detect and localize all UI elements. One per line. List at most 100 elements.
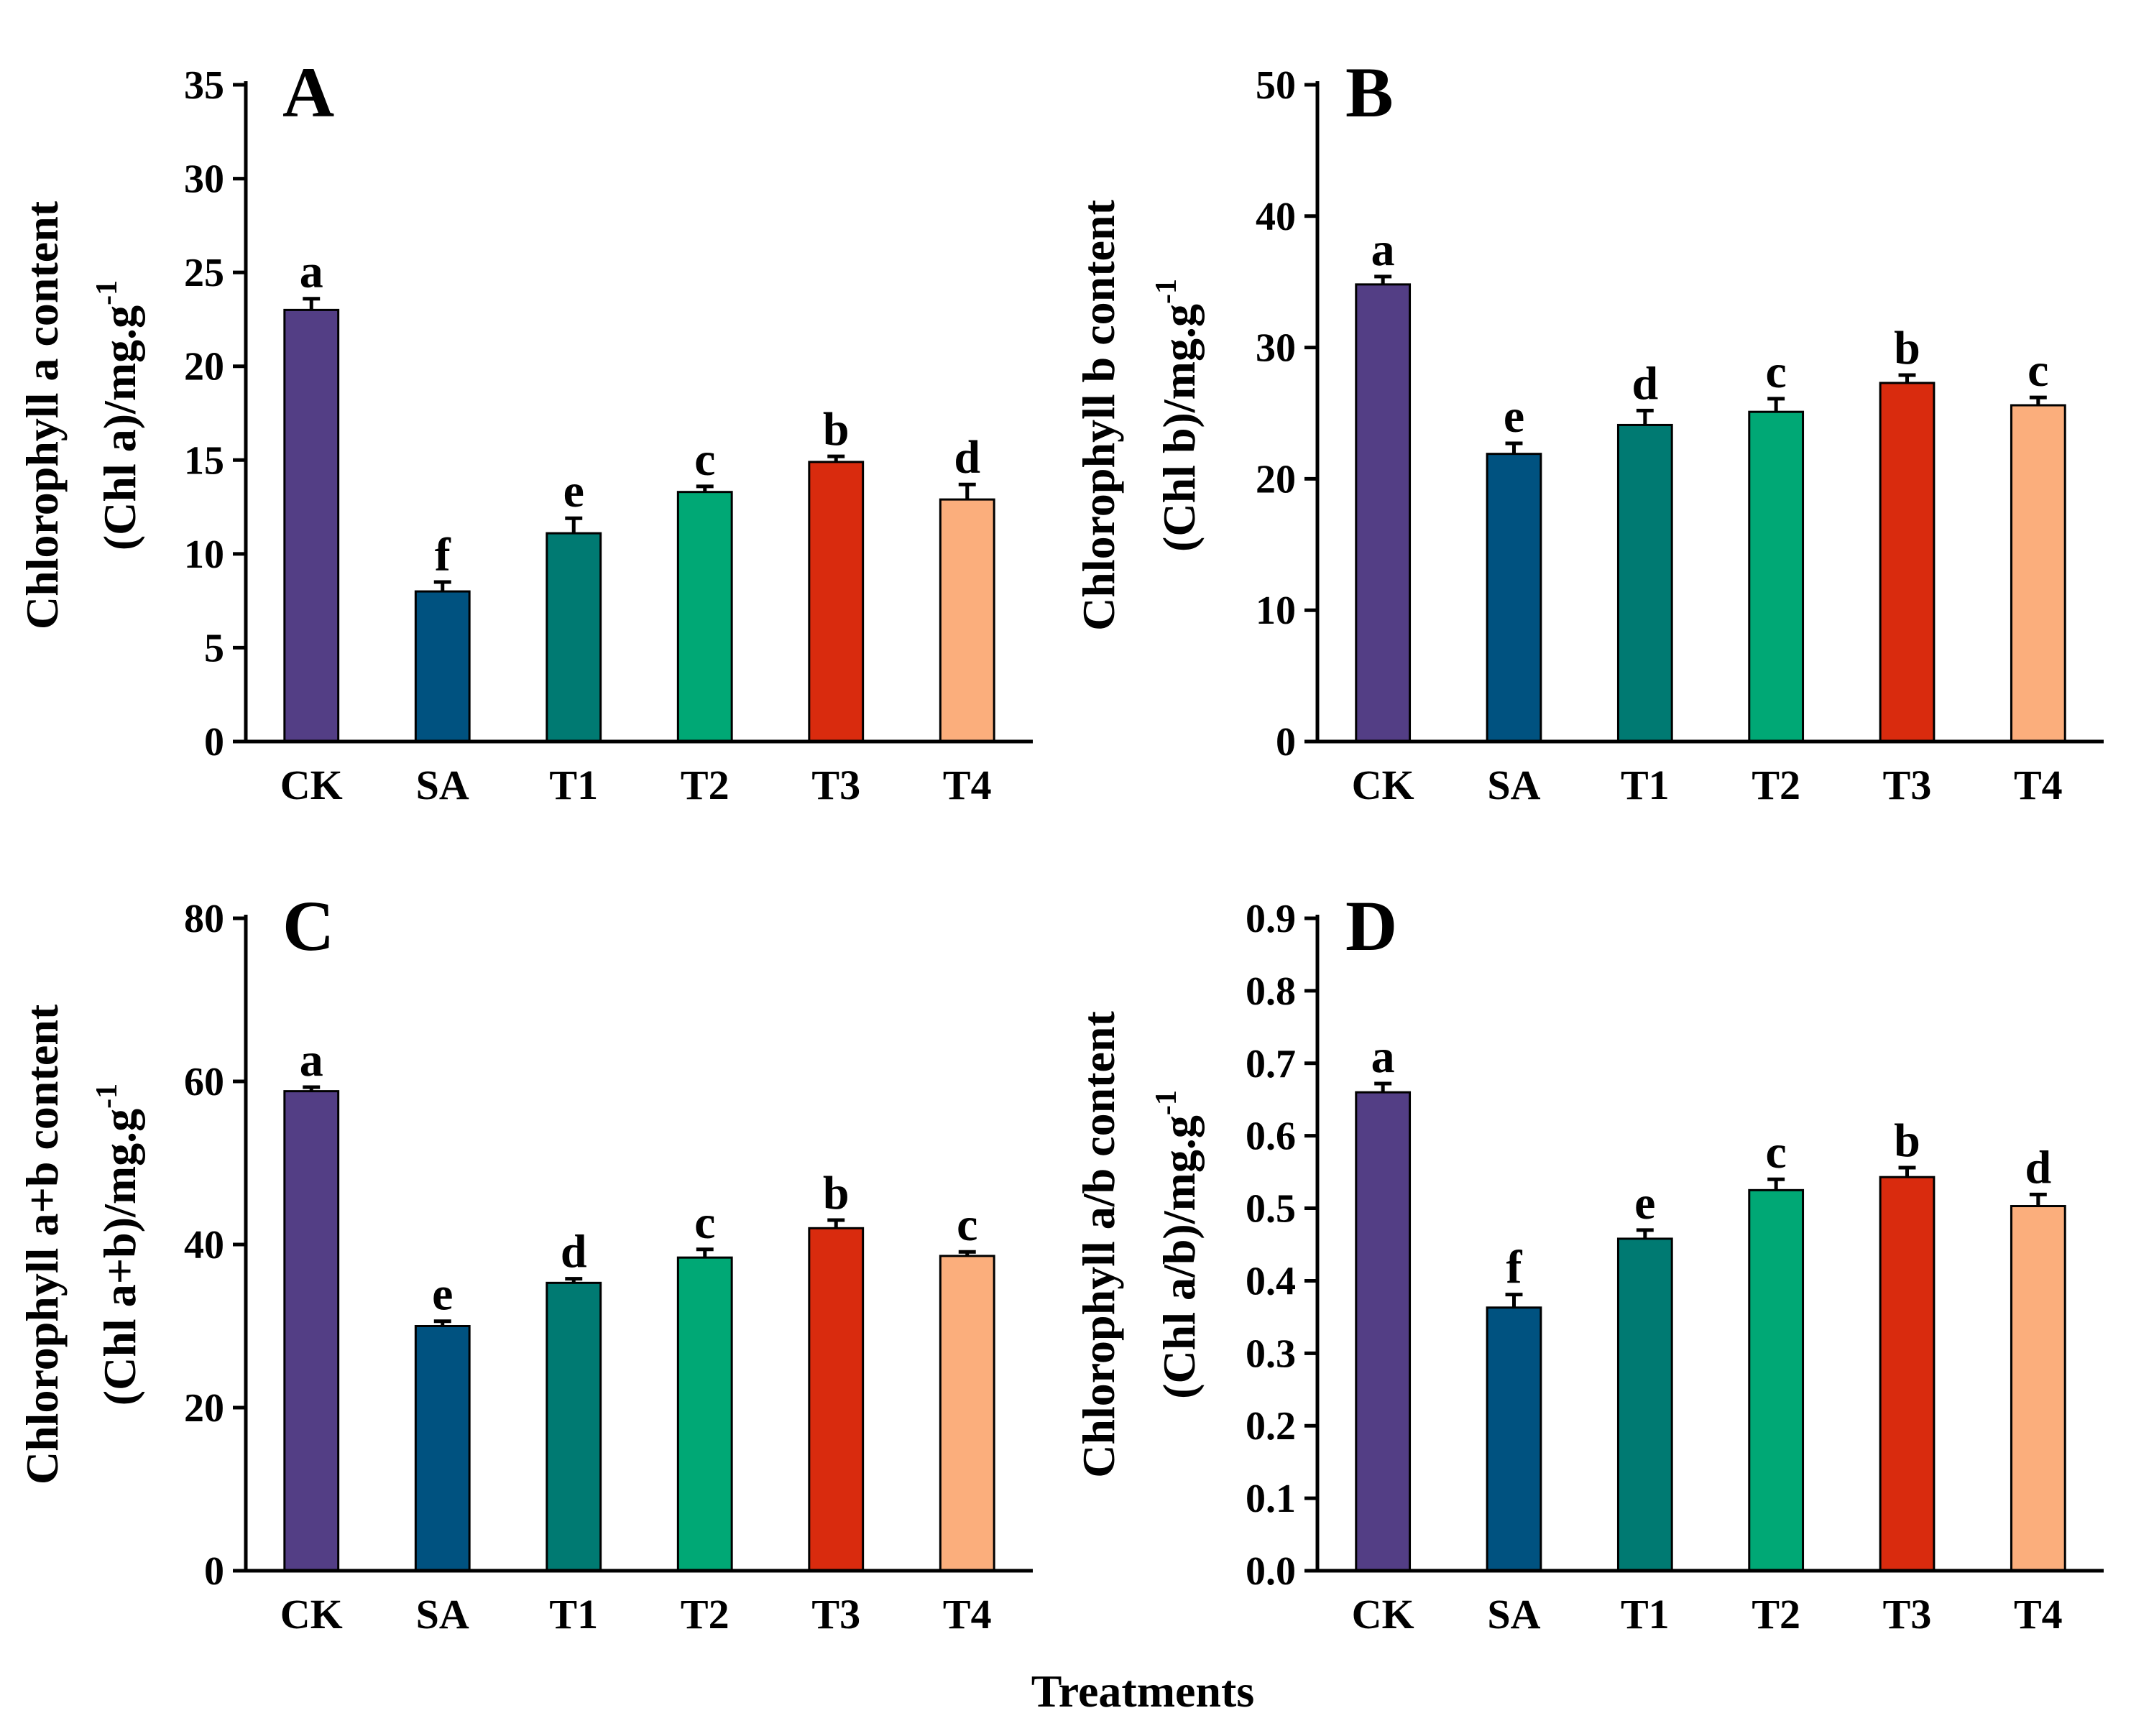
category-label-t2: T2	[681, 762, 729, 808]
y-tick-label: 20	[1256, 457, 1296, 502]
bar-ck	[283, 308, 340, 743]
category-label-t2: T2	[681, 1591, 729, 1638]
y-tick-label: 80	[184, 897, 224, 941]
chart-panel-d: a CK f SA e T1 c T2 b T3 d T4 0.0 0.1 0.2 0.3 0.4 0.5 0.6 0…	[1073, 886, 2104, 1638]
bar-ck	[1355, 1091, 1412, 1572]
error-bar-t2	[696, 484, 714, 492]
category-label-t3: T3	[1883, 1591, 1932, 1638]
y-tick-label: 0	[1276, 720, 1296, 765]
error-bar-t2	[696, 1247, 714, 1258]
y-tick-label: 20	[184, 1386, 224, 1431]
y-tick-label: 35	[184, 63, 224, 108]
y-axis-title-line1: Chlorophyll a+b content	[17, 1004, 68, 1485]
category-label-t4: T4	[2014, 762, 2063, 808]
error-bar-ck	[1374, 1081, 1392, 1093]
error-bar-sa	[433, 1319, 451, 1326]
y-tick-label: 0.7	[1246, 1042, 1296, 1086]
axes-frame	[244, 81, 1033, 744]
bar-t2	[1748, 410, 1805, 743]
y-axis-unit-text: (Chl a)/mg.g	[94, 305, 145, 550]
bar-sa	[1486, 1306, 1542, 1572]
y-tick-label: 50	[1256, 63, 1296, 108]
chart-panel-c: a CK e SA d T1 c T2 b T3 c T4 0 20 40 60 80 C Chlorophyll …	[17, 886, 1033, 1638]
significance-label-t1: d	[1631, 357, 1658, 410]
category-label-t1: T1	[549, 1591, 598, 1638]
y-tick-label: 0.9	[1246, 897, 1296, 941]
y-tick-label: 0.2	[1246, 1404, 1296, 1449]
significance-label-sa: f	[435, 529, 451, 581]
error-bar-t2	[1767, 397, 1785, 412]
y-tick-label: 0.0	[1246, 1549, 1296, 1594]
y-axis-title-line1: Chlorophyll a/b content	[1073, 1011, 1124, 1478]
error-bar-t4	[2029, 1192, 2047, 1206]
y-axis-title-line2: (Chl a/b)/mg.g-1	[1150, 1090, 1205, 1399]
y-tick-label: 25	[184, 251, 224, 295]
y-tick-label: 40	[1256, 195, 1296, 239]
y-tick-label: 0.4	[1246, 1259, 1296, 1303]
category-label-t4: T4	[943, 1591, 992, 1638]
axes-frame	[244, 915, 1033, 1573]
y-tick-label: 0	[204, 720, 224, 765]
error-bar-t1	[1636, 1228, 1654, 1239]
y-tick-label: 5	[204, 626, 224, 670]
category-label-t1: T1	[1621, 1591, 1670, 1638]
error-bar-ck	[1374, 274, 1392, 285]
y-tick-label: 0.5	[1246, 1187, 1296, 1232]
bar-t1	[546, 532, 602, 743]
significance-label-t2: c	[1766, 1126, 1787, 1178]
significance-label-sa: e	[432, 1268, 453, 1321]
y-axis-unit-superscript: -1	[91, 280, 124, 305]
bar-t2	[676, 1256, 733, 1572]
category-label-t3: T3	[1883, 762, 1932, 808]
error-bar-t1	[565, 516, 583, 534]
error-bar-sa	[1505, 1293, 1523, 1308]
bar-t1	[1616, 1237, 1673, 1572]
category-label-sa: SA	[1487, 1591, 1540, 1638]
y-axis-title-line1: Chlorophyll b content	[1073, 199, 1124, 631]
category-label-sa: SA	[1487, 762, 1540, 808]
error-bar-t3	[1898, 373, 1916, 383]
category-label-t2: T2	[1752, 762, 1800, 808]
y-axis-unit-text: (Chl a+b)/mg.g	[94, 1109, 145, 1405]
category-label-t3: T3	[811, 1591, 860, 1638]
bar-sa	[414, 590, 471, 743]
axes-frame	[1315, 915, 2104, 1573]
axes-frame	[1315, 81, 2104, 744]
y-tick-label: 0.8	[1246, 969, 1296, 1014]
chart-panel-a: a CK f SA e T1 c T2 b T3 d T4 0 5 10 15 20 25 30 35 A Chlorop…	[17, 52, 1033, 808]
panel-letter: A	[282, 52, 334, 132]
chart-panel-b: a CK e SA d T1 c T2 b T3 c T4 0 10 20 30 40 50 B Chlorophyl…	[1073, 52, 2104, 808]
category-label-ck: CK	[1352, 1591, 1414, 1638]
bar-t4	[2010, 1205, 2066, 1572]
error-bar-t4	[958, 1250, 976, 1256]
error-bar-t3	[827, 454, 845, 462]
y-tick-label: 0	[204, 1549, 224, 1594]
y-axis-title-line2: (Chl a)/mg.g-1	[91, 280, 145, 550]
y-tick-label: 10	[184, 532, 224, 577]
significance-label-ck: a	[300, 246, 323, 298]
bar-t3	[1879, 382, 1936, 743]
bar-sa	[1486, 453, 1542, 743]
bar-t2	[676, 491, 733, 743]
y-tick-label: 0.3	[1246, 1331, 1296, 1376]
significance-label-t2: c	[694, 1196, 715, 1249]
error-bar-t4	[958, 482, 976, 500]
category-label-t1: T1	[549, 762, 598, 808]
category-label-sa: SA	[416, 1591, 469, 1638]
error-bar-t3	[827, 1218, 845, 1229]
significance-label-ck: a	[300, 1034, 323, 1086]
bar-t4	[2010, 404, 2066, 743]
category-label-t4: T4	[943, 762, 992, 808]
bar-t3	[808, 1227, 865, 1572]
significance-label-t4: c	[2028, 344, 2048, 397]
y-tick-label: 30	[1256, 326, 1296, 371]
y-tick-label: 30	[184, 157, 224, 202]
error-bar-sa	[433, 580, 451, 592]
x-axis-title: Treatments	[1031, 1666, 1254, 1717]
panel-letter: C	[282, 886, 334, 966]
bar-t1	[546, 1281, 602, 1572]
significance-label-t1: d	[561, 1226, 587, 1278]
y-tick-label: 60	[184, 1060, 224, 1104]
